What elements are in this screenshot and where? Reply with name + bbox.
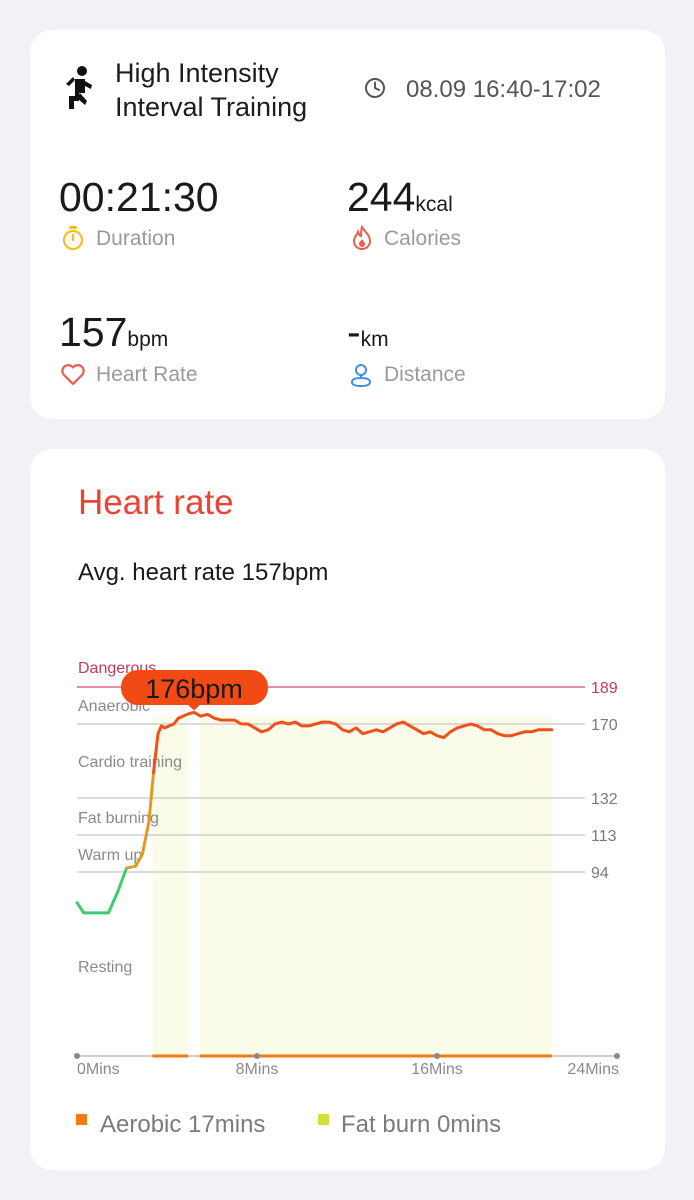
heart-rate-series — [75, 710, 554, 915]
heart-icon — [61, 364, 85, 386]
calories-value: 244 — [347, 174, 416, 220]
x-tick-label-1: 8Mins — [236, 1061, 279, 1078]
heart-rate-readout: 157bpm — [59, 310, 168, 354]
zone-fills — [152, 716, 552, 1056]
running-person-icon — [66, 66, 92, 109]
zone-fill-1 — [152, 716, 189, 1056]
x-tick-dot-1 — [254, 1053, 260, 1059]
reference-value-94: 94 — [591, 865, 609, 882]
stopwatch-icon — [62, 226, 84, 251]
heart-rate-card: Heart rate Avg. heart rate 157bpm Danger… — [30, 449, 665, 1170]
tooltip-label: 176bpm — [145, 674, 243, 704]
location-pin-icon — [350, 364, 372, 388]
zone-label-5: Resting — [78, 959, 132, 976]
reference-value-113: 113 — [591, 828, 617, 845]
activity-title-line2: Interval Training — [115, 92, 308, 122]
x-tick-label-0: 0Mins — [77, 1061, 120, 1078]
zone-label-4: Warm up — [78, 847, 142, 864]
workout-summary-card: High Intensity Interval Training 08.09 1… — [30, 30, 665, 419]
heart-rate-unit: bpm — [127, 328, 169, 351]
reference-value-132: 132 — [591, 791, 618, 808]
reference-value-labels: 189 170 132 113 94 — [591, 680, 618, 882]
average-heart-rate: Avg. heart rate 157bpm — [78, 559, 329, 586]
x-tick-dot-3 — [614, 1053, 620, 1059]
aerobic-legend-swatch — [76, 1114, 87, 1125]
distance-unit: km — [360, 328, 389, 351]
duration-value: 00:21:30 — [59, 174, 219, 220]
heart-rate-label: Heart Rate — [96, 363, 198, 386]
distance-value: - — [347, 309, 361, 355]
reference-value-170: 170 — [591, 717, 618, 734]
clock-icon — [365, 78, 385, 98]
zone-label-3: Fat burning — [78, 810, 159, 827]
zone-label-2: Cardio training — [78, 754, 182, 771]
heart-rate-value: 157 — [59, 309, 128, 355]
fat-burn-legend-label: Fat burn 0mins — [341, 1111, 502, 1138]
calories-unit: kcal — [415, 193, 453, 216]
tooltip-bubble — [121, 670, 268, 705]
series-segment — [75, 866, 128, 915]
distance-label: Distance — [384, 363, 466, 386]
tooltip-pointer — [187, 704, 201, 711]
flame-icon — [352, 225, 372, 250]
duration-label: Duration — [96, 227, 176, 250]
fat-burn-legend-swatch — [318, 1114, 329, 1125]
heart-rate-title: Heart rate — [78, 483, 234, 522]
x-tick-label-3: 24Mins — [567, 1061, 619, 1078]
reference-value-189: 189 — [591, 680, 618, 697]
x-tick-label-2: 16Mins — [411, 1061, 463, 1078]
series-segment — [152, 710, 554, 775]
aerobic-legend-label: Aerobic 17mins — [100, 1111, 266, 1138]
zone-fill-2 — [199, 716, 552, 1056]
activity-title-line1: High Intensity — [115, 58, 279, 88]
calories-label: Calories — [384, 227, 462, 250]
x-tick-dot-2 — [434, 1053, 440, 1059]
x-axis: 0Mins 8Mins 16Mins 24Mins — [74, 1053, 620, 1078]
distance-readout: -km — [347, 310, 389, 354]
peak-tooltip: 176bpm — [121, 670, 268, 711]
x-tick-dot-0 — [74, 1053, 80, 1059]
time-range: 08.09 16:40-17:02 — [406, 76, 601, 103]
calories-readout: 244kcal — [347, 175, 453, 219]
series-segment — [125, 771, 155, 870]
